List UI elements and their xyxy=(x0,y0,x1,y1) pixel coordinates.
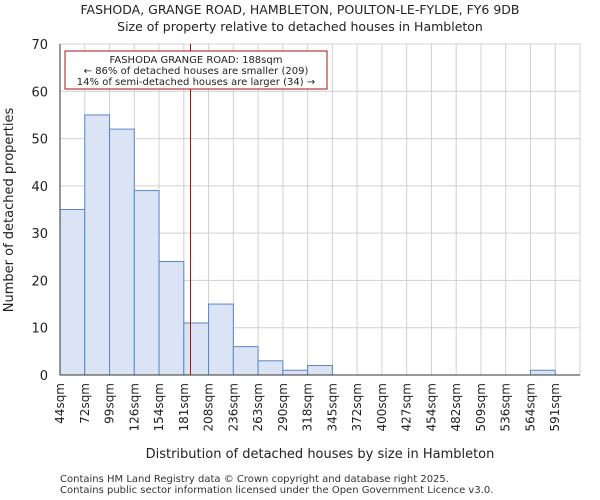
histogram-bar xyxy=(257,360,284,376)
x-tick-label: 345sqm xyxy=(325,383,339,431)
histogram-bar xyxy=(208,303,234,376)
annotation-line-1: FASHODA GRANGE ROAD: 188sqm xyxy=(110,55,283,66)
x-tick-label: 372sqm xyxy=(350,383,364,431)
histogram-bar xyxy=(183,322,210,376)
y-tick-label: 50 xyxy=(31,133,48,148)
annotation-line-2: ← 86% of detached houses are smaller (20… xyxy=(84,66,309,77)
x-tick-label: 318sqm xyxy=(301,383,315,431)
x-tick-label: 263sqm xyxy=(251,383,265,431)
histogram-bar xyxy=(307,365,333,376)
y-tick-label: 60 xyxy=(31,85,48,100)
x-tick-label: 400sqm xyxy=(375,383,389,431)
x-tick-label: 509sqm xyxy=(474,383,488,431)
x-tick-label: 154sqm xyxy=(152,383,166,431)
histogram-bar xyxy=(529,369,556,376)
x-tick-label: 236sqm xyxy=(226,383,240,431)
histogram-bar xyxy=(158,261,185,376)
footer-line-2: Contains public sector information licen… xyxy=(60,485,494,496)
y-tick-label: 70 xyxy=(31,38,48,53)
footer-line-1: Contains HM Land Registry data © Crown c… xyxy=(60,474,449,485)
histogram-bar xyxy=(133,190,160,376)
histogram-bar xyxy=(109,128,135,376)
y-tick-label: 0 xyxy=(40,369,48,384)
y-tick-label: 10 xyxy=(31,322,48,337)
chart-subtitle: Size of property relative to detached ho… xyxy=(117,19,483,34)
x-tick-label: 208sqm xyxy=(202,383,216,431)
x-tick-label: 72sqm xyxy=(78,383,92,424)
x-tick-label: 427sqm xyxy=(400,383,414,431)
x-tick-label: 564sqm xyxy=(523,383,537,431)
x-axis-label: Distribution of detached houses by size … xyxy=(146,447,495,462)
chart-title: FASHODA, GRANGE ROAD, HAMBLETON, POULTON… xyxy=(80,2,520,17)
x-tick-label: 591sqm xyxy=(548,383,562,431)
x-tick-label: 126sqm xyxy=(127,383,141,431)
x-tick-label: 290sqm xyxy=(276,383,290,431)
histogram-bar xyxy=(59,209,86,376)
y-axis-label: Number of detached properties xyxy=(2,108,17,313)
y-tick-label: 40 xyxy=(31,180,48,195)
histogram-bar xyxy=(84,114,111,376)
annotation-box: FASHODA GRANGE ROAD: 188sqm ← 86% of det… xyxy=(64,50,328,90)
x-tick-label: 482sqm xyxy=(449,383,463,431)
y-tick-label: 20 xyxy=(31,274,48,289)
x-tick-label: 181sqm xyxy=(177,383,191,431)
histogram-bar xyxy=(282,369,309,376)
x-tick-label: 454sqm xyxy=(424,383,438,431)
annotation-line-3: 14% of semi-detached houses are larger (… xyxy=(77,77,315,88)
y-tick-label: 30 xyxy=(31,227,48,242)
x-tick-label: 99sqm xyxy=(103,383,117,424)
x-tick-label: 44sqm xyxy=(53,383,67,424)
histogram-bar xyxy=(232,346,259,376)
x-tick-label: 536sqm xyxy=(499,383,513,431)
